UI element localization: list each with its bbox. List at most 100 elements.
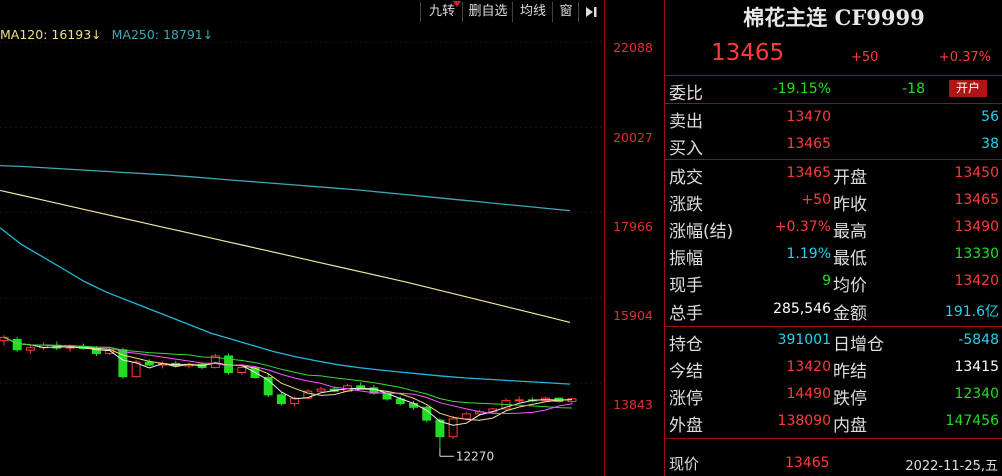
stat-value: 391001 <box>777 332 831 348</box>
y-tick-label: 15904 <box>613 308 653 323</box>
stat-label: 昨收 <box>833 195 867 215</box>
delete-watchlist-button[interactable]: 删自选 <box>462 2 513 22</box>
kline-chart[interactable]: 12270 <box>0 0 604 476</box>
stat-row: 外盘 138090 内盘 147456 <box>665 408 1002 436</box>
buy-label: 买入 <box>669 139 703 159</box>
stat-value: 285,546 <box>773 301 831 317</box>
candle-down <box>118 349 128 378</box>
quote-date: 2022-11-25,五 <box>905 459 998 474</box>
stat-value: 14490 <box>786 386 831 402</box>
low-marker-label: 12270 <box>456 449 494 463</box>
buy-volume: 38 <box>981 136 999 152</box>
sell-label: 卖出 <box>669 112 703 132</box>
stat-row: 振幅 1.19% 最低 13330 <box>665 241 1002 269</box>
stat-label: 涨停 <box>669 389 703 409</box>
stat-value: 13465 <box>786 165 831 181</box>
candle-down <box>276 394 286 405</box>
candle-up <box>448 418 458 438</box>
sell-row: 卖出 13470 56 <box>665 104 1002 132</box>
stat-label: 涨幅(结) <box>669 222 734 242</box>
stat-row: 今结 13420 昨结 13415 <box>665 354 1002 382</box>
stat-value: 147456 <box>945 413 999 429</box>
stat-value: 13465 <box>954 192 999 208</box>
candle-up <box>290 397 300 405</box>
candle-up <box>237 367 247 374</box>
stat-label: 最低 <box>833 249 867 269</box>
stat-row: 涨幅(结) +0.37% 最高 13490 <box>665 214 1002 242</box>
contract-title: 棉花主连 CF9999 <box>743 5 925 30</box>
weibi-label: 委比 <box>669 84 703 104</box>
stat-label: 金额 <box>833 304 867 324</box>
sell-volume: 56 <box>981 109 999 125</box>
ma-line-short-60 <box>3 336 573 409</box>
kline-chart-area[interactable]: 12270 九转 删自选 均线 窗 MA120: 16193↓ MA250: 1… <box>0 0 664 476</box>
stat-value: 1.19% <box>786 246 831 262</box>
stat-label: 总手 <box>669 304 703 324</box>
stat-label: 最高 <box>833 222 867 242</box>
stat-row: 涨停 14490 跌停 12340 <box>665 381 1002 409</box>
stat-value: 138090 <box>777 413 831 429</box>
y-tick-label: 20027 <box>613 130 653 145</box>
ma-legend: MA120: 16193↓ MA250: 18791↓ <box>0 27 213 42</box>
ma-line-short-5 <box>3 336 573 426</box>
stat-value: 13420 <box>786 359 831 375</box>
stat-label: 涨跌 <box>669 195 703 215</box>
ma120-legend: MA120: 16193↓ <box>0 27 102 42</box>
stat-row: 成交 13465 开盘 13450 <box>665 160 1002 188</box>
axis-separator <box>604 0 605 476</box>
stat-value: -5848 <box>958 332 999 348</box>
candle-down <box>435 419 445 438</box>
candle-up <box>25 347 35 351</box>
candle-up <box>316 388 326 392</box>
chart-toolbar: 九转 删自选 均线 窗 <box>0 0 604 24</box>
candle-up <box>303 390 313 399</box>
y-tick-label: 17966 <box>613 219 653 234</box>
y-tick-label: 22088 <box>613 40 653 55</box>
stat-value: 13330 <box>954 246 999 262</box>
quote-panel: 棉花主连 CF9999 13465 +50 +0.37% 委比 -19.15% … <box>664 0 1002 476</box>
exit-panel-button[interactable] <box>578 2 603 22</box>
moving-average-button[interactable]: 均线 <box>512 2 553 22</box>
footer-row: 现价 13465 <box>665 449 1002 476</box>
divider <box>665 438 1002 439</box>
current-price: 13465 <box>785 455 830 471</box>
stat-row: 持仓 391001 日增仓 -5848 <box>665 327 1002 355</box>
candle-down <box>144 361 154 366</box>
stat-label: 内盘 <box>833 416 867 436</box>
stat-label: 日增仓 <box>833 335 884 355</box>
price-change-pct: +0.37% <box>938 50 991 65</box>
stat-label: 现手 <box>669 276 703 296</box>
sell-price: 13470 <box>786 109 831 125</box>
stat-label: 开盘 <box>833 168 867 188</box>
stat-row: 涨跌 +50 昨收 13465 <box>665 187 1002 215</box>
buy-price: 13465 <box>786 136 831 152</box>
divider <box>665 326 1002 327</box>
stat-value: 13450 <box>954 165 999 181</box>
stat-label: 今结 <box>669 362 703 382</box>
candle-down <box>409 403 418 408</box>
open-account-button[interactable]: 开户 <box>949 80 987 97</box>
nine-turn-button[interactable]: 九转 <box>420 1 463 22</box>
stat-label: 成交 <box>669 168 703 188</box>
last-price: 13465 <box>711 40 785 66</box>
candle-down <box>12 338 22 351</box>
stat-label: 跌停 <box>833 389 867 409</box>
stat-row: 现手 9 均价 13420 <box>665 268 1002 296</box>
ma-line-ma120 <box>0 227 571 385</box>
candle-down <box>356 385 366 389</box>
weibi-pct: -19.15% <box>772 81 831 97</box>
ma-line-short-10 <box>3 336 573 421</box>
buy-row: 买入 13465 38 <box>665 131 1002 159</box>
stat-value: 12340 <box>954 386 999 402</box>
exit-panel-icon <box>586 7 597 17</box>
stat-label: 均价 <box>833 276 867 296</box>
candle-up <box>461 413 471 420</box>
price-change: +50 <box>851 50 879 65</box>
ma-line-long <box>0 189 571 323</box>
weibi-diff: -18 <box>902 81 925 97</box>
divider <box>665 159 1002 160</box>
y-tick-label: 13843 <box>613 397 653 412</box>
divider <box>665 75 1002 76</box>
window-button[interactable]: 窗 <box>552 2 579 22</box>
stat-value: 13490 <box>954 219 999 235</box>
